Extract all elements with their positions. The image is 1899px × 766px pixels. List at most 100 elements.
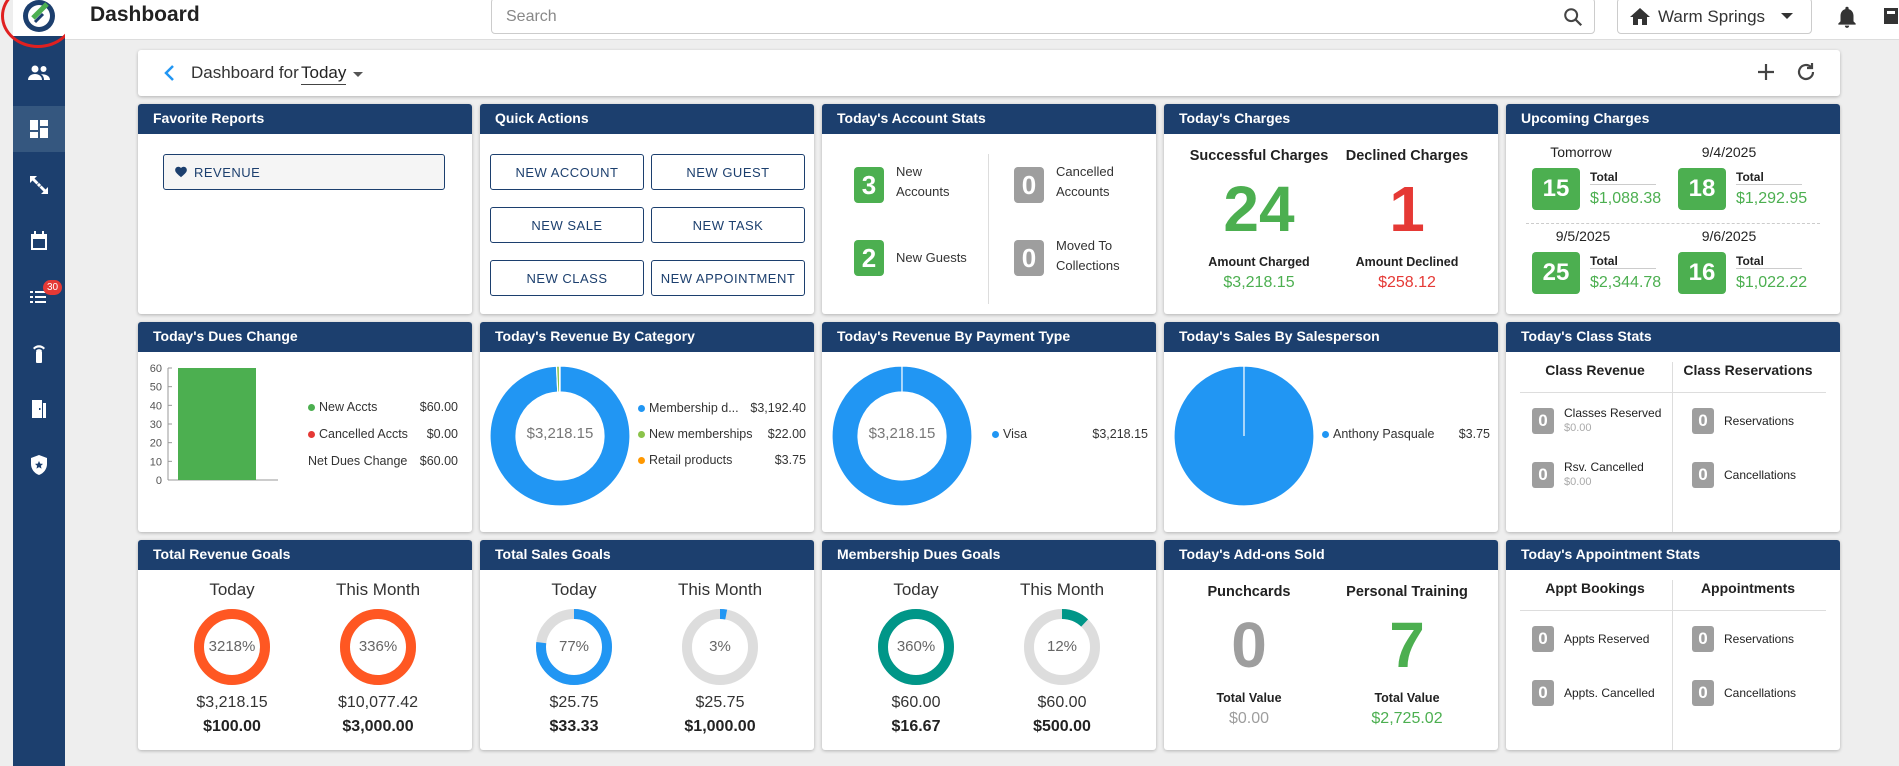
nav-remote[interactable] <box>13 330 65 376</box>
divider <box>988 154 989 304</box>
new-sale-button[interactable]: NEW SALE <box>490 207 644 243</box>
card-title: Today's Revenue By Payment Type <box>822 322 1156 352</box>
new-task-button[interactable]: NEW TASK <box>651 207 805 243</box>
dashboard-icon <box>30 120 48 138</box>
y-tick-label: 60 <box>150 363 162 375</box>
page-title: Dashboard <box>90 3 200 26</box>
upcoming-count: 18 <box>1678 168 1726 210</box>
rsv-cancelled-label: Rsv. Cancelled <box>1564 460 1644 474</box>
today-amount: $25.75 <box>549 694 599 711</box>
new-guest-button[interactable]: NEW GUEST <box>651 154 805 190</box>
ring-progress <box>340 609 416 685</box>
refresh-icon[interactable] <box>1794 60 1818 84</box>
today-target: $33.33 <box>549 718 599 735</box>
appts-cancelled-count: 0 <box>1532 680 1554 706</box>
back-chevron-icon[interactable] <box>158 61 182 85</box>
location-select[interactable]: Warm Springs <box>1617 0 1812 34</box>
nav-dashboard[interactable] <box>13 106 65 152</box>
legend-retail: Retail products $3.75 <box>638 453 806 467</box>
month-target: $1,000.00 <box>684 718 756 735</box>
location-value: Warm Springs <box>1658 7 1766 26</box>
month-target: $500.00 <box>1033 718 1091 735</box>
cancellations-label: Cancellations <box>1724 686 1797 700</box>
reservations-count: 0 <box>1692 408 1714 434</box>
chevron-down-icon <box>1781 13 1793 19</box>
card-title: Today's Dues Change <box>138 322 472 352</box>
upcoming-total: $1,292.95 <box>1736 190 1808 207</box>
successful-label: Successful Charges <box>1189 148 1329 164</box>
today-percent: 77% <box>558 638 590 655</box>
classes-reserved-count: 0 <box>1532 408 1554 434</box>
month-percent: 12% <box>1046 638 1078 655</box>
search-input[interactable]: Search <box>491 0 1595 34</box>
month-target: $3,000.00 <box>342 718 414 735</box>
upcoming-total: $1,088.38 <box>1590 190 1662 207</box>
declined-count: 1 <box>1389 173 1425 245</box>
legend-cancelled-accts: Cancelled Accts $0.00 <box>308 427 458 441</box>
remote-access-icon <box>33 345 45 363</box>
donut-center-label: $3,218.15 <box>868 425 936 442</box>
revenue-goals-card: Total Revenue Goals Today 3218% $3,218.1… <box>138 540 472 750</box>
revenue-payment-card: Today's Revenue By Payment Type $3,218.1… <box>822 322 1156 532</box>
payment-donut-chart <box>831 365 973 507</box>
ring-progress <box>1024 609 1100 685</box>
dues-goals-card: Membership Dues Goals Today 360% $60.00 … <box>822 540 1156 750</box>
slice <box>831 365 973 507</box>
today-label: Today <box>209 580 255 599</box>
nav-members[interactable] <box>13 50 65 96</box>
today-progress-ring <box>536 609 612 685</box>
card-title: Today's Revenue By Category <box>480 322 814 352</box>
month-amount: $60.00 <box>1037 694 1087 711</box>
today-amount: $3,218.15 <box>196 694 268 711</box>
donut-center-label: $3,218.15 <box>526 425 594 442</box>
slice <box>558 365 561 393</box>
month-amount: $25.75 <box>695 694 745 711</box>
salesperson-pie-chart <box>1173 365 1315 507</box>
upcoming-date: 9/5/2025 <box>1555 228 1611 244</box>
nav-tasks[interactable]: 30 <box>13 274 65 320</box>
cancelled-accounts-label: Cancelled Accounts <box>1056 164 1114 199</box>
revenue-report-button[interactable]: REVENUE <box>163 154 445 190</box>
nav-calendar[interactable] <box>13 218 65 264</box>
chevron-down-icon[interactable] <box>353 72 363 77</box>
y-tick-label: 50 <box>150 382 162 394</box>
add-icon[interactable] <box>1754 60 1778 84</box>
y-tick-label: 30 <box>150 419 162 431</box>
door-icon <box>32 400 46 418</box>
appt-bookings-header: Appt Bookings <box>1545 580 1645 596</box>
cancellations-count: 0 <box>1692 680 1714 706</box>
rsv-cancelled-amount: $0.00 <box>1564 476 1592 488</box>
nav-security[interactable] <box>13 442 65 488</box>
list-icon <box>30 291 46 303</box>
legend-salesperson: Anthony Pasquale $3.75 <box>1322 427 1490 441</box>
charges-card: Today's Charges Successful Charges 24 Am… <box>1164 104 1498 314</box>
card-title: Today's Add-ons Sold <box>1164 540 1498 570</box>
search-placeholder: Search <box>506 8 557 25</box>
cancellations-count: 0 <box>1692 462 1714 488</box>
search-icon[interactable] <box>1562 6 1584 28</box>
account-stats-card: Today's Account Stats 3 New Accounts 2 Ne… <box>822 104 1156 314</box>
tasks-count-badge: 30 <box>43 280 63 295</box>
ring-progress <box>878 609 954 685</box>
card-title: Membership Dues Goals <box>822 540 1156 570</box>
bell-icon[interactable] <box>1834 4 1860 30</box>
punchcards-label: Punchcards <box>1207 584 1291 600</box>
classes-reserved-amount: $0.00 <box>1564 422 1592 434</box>
today-amount: $60.00 <box>891 694 941 711</box>
period-select[interactable]: Today <box>301 63 347 85</box>
new-appointment-button[interactable]: NEW APPOINTMENT <box>651 260 805 296</box>
bar <box>178 368 256 480</box>
legend-dot <box>992 431 999 439</box>
divider <box>1672 580 1673 750</box>
heart-icon <box>175 166 187 178</box>
nav-resize[interactable] <box>13 162 65 208</box>
slice <box>489 365 631 507</box>
shield-icon <box>31 455 47 475</box>
upcoming-total-label: Total <box>1736 254 1802 269</box>
nav-checkin[interactable] <box>13 386 65 432</box>
punchcards-count: 0 <box>1231 609 1267 681</box>
new-account-button[interactable]: NEW ACCOUNT <box>490 154 644 190</box>
today-progress-ring <box>194 609 270 685</box>
new-class-button[interactable]: NEW CLASS <box>490 260 644 296</box>
profile-icon[interactable] <box>1884 6 1898 28</box>
